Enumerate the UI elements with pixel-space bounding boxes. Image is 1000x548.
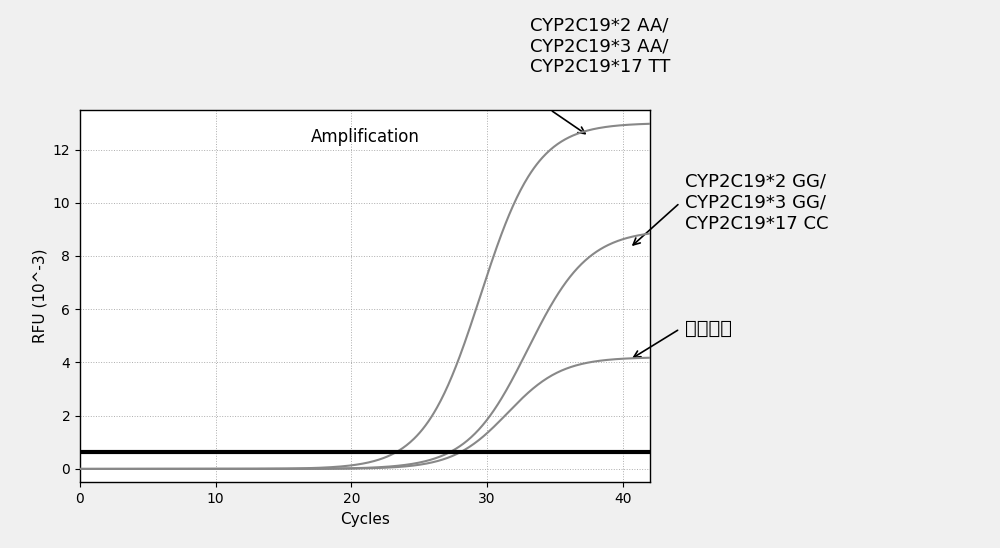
Text: Amplification: Amplification bbox=[311, 128, 419, 146]
X-axis label: Cycles: Cycles bbox=[340, 511, 390, 527]
Text: CYP2C19*2 GG/
CYP2C19*3 GG/
CYP2C19*17 CC: CYP2C19*2 GG/ CYP2C19*3 GG/ CYP2C19*17 C… bbox=[685, 173, 828, 232]
Text: 内参基因: 内参基因 bbox=[685, 319, 732, 338]
Text: CYP2C19*2 AA/
CYP2C19*3 AA/
CYP2C19*17 TT: CYP2C19*2 AA/ CYP2C19*3 AA/ CYP2C19*17 T… bbox=[530, 16, 670, 76]
Y-axis label: RFU (10^-3): RFU (10^-3) bbox=[32, 249, 47, 343]
